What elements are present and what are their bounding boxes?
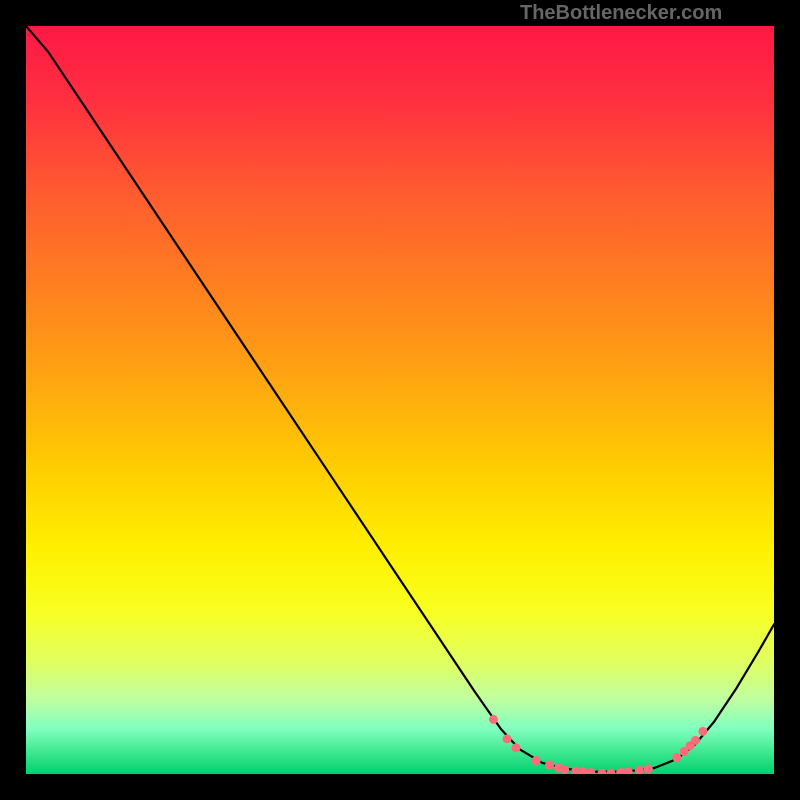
- data-point: [560, 765, 569, 774]
- gradient-background: [26, 26, 774, 774]
- data-point: [502, 734, 511, 743]
- data-point: [511, 743, 520, 752]
- data-point: [644, 764, 653, 773]
- data-point: [698, 727, 707, 736]
- watermark-text: TheBottlenecker.com: [520, 2, 722, 25]
- data-point: [489, 715, 498, 724]
- chart-plot: [26, 26, 774, 774]
- data-point: [691, 736, 700, 745]
- data-point: [532, 756, 541, 765]
- data-point: [672, 753, 681, 762]
- data-point: [545, 761, 554, 770]
